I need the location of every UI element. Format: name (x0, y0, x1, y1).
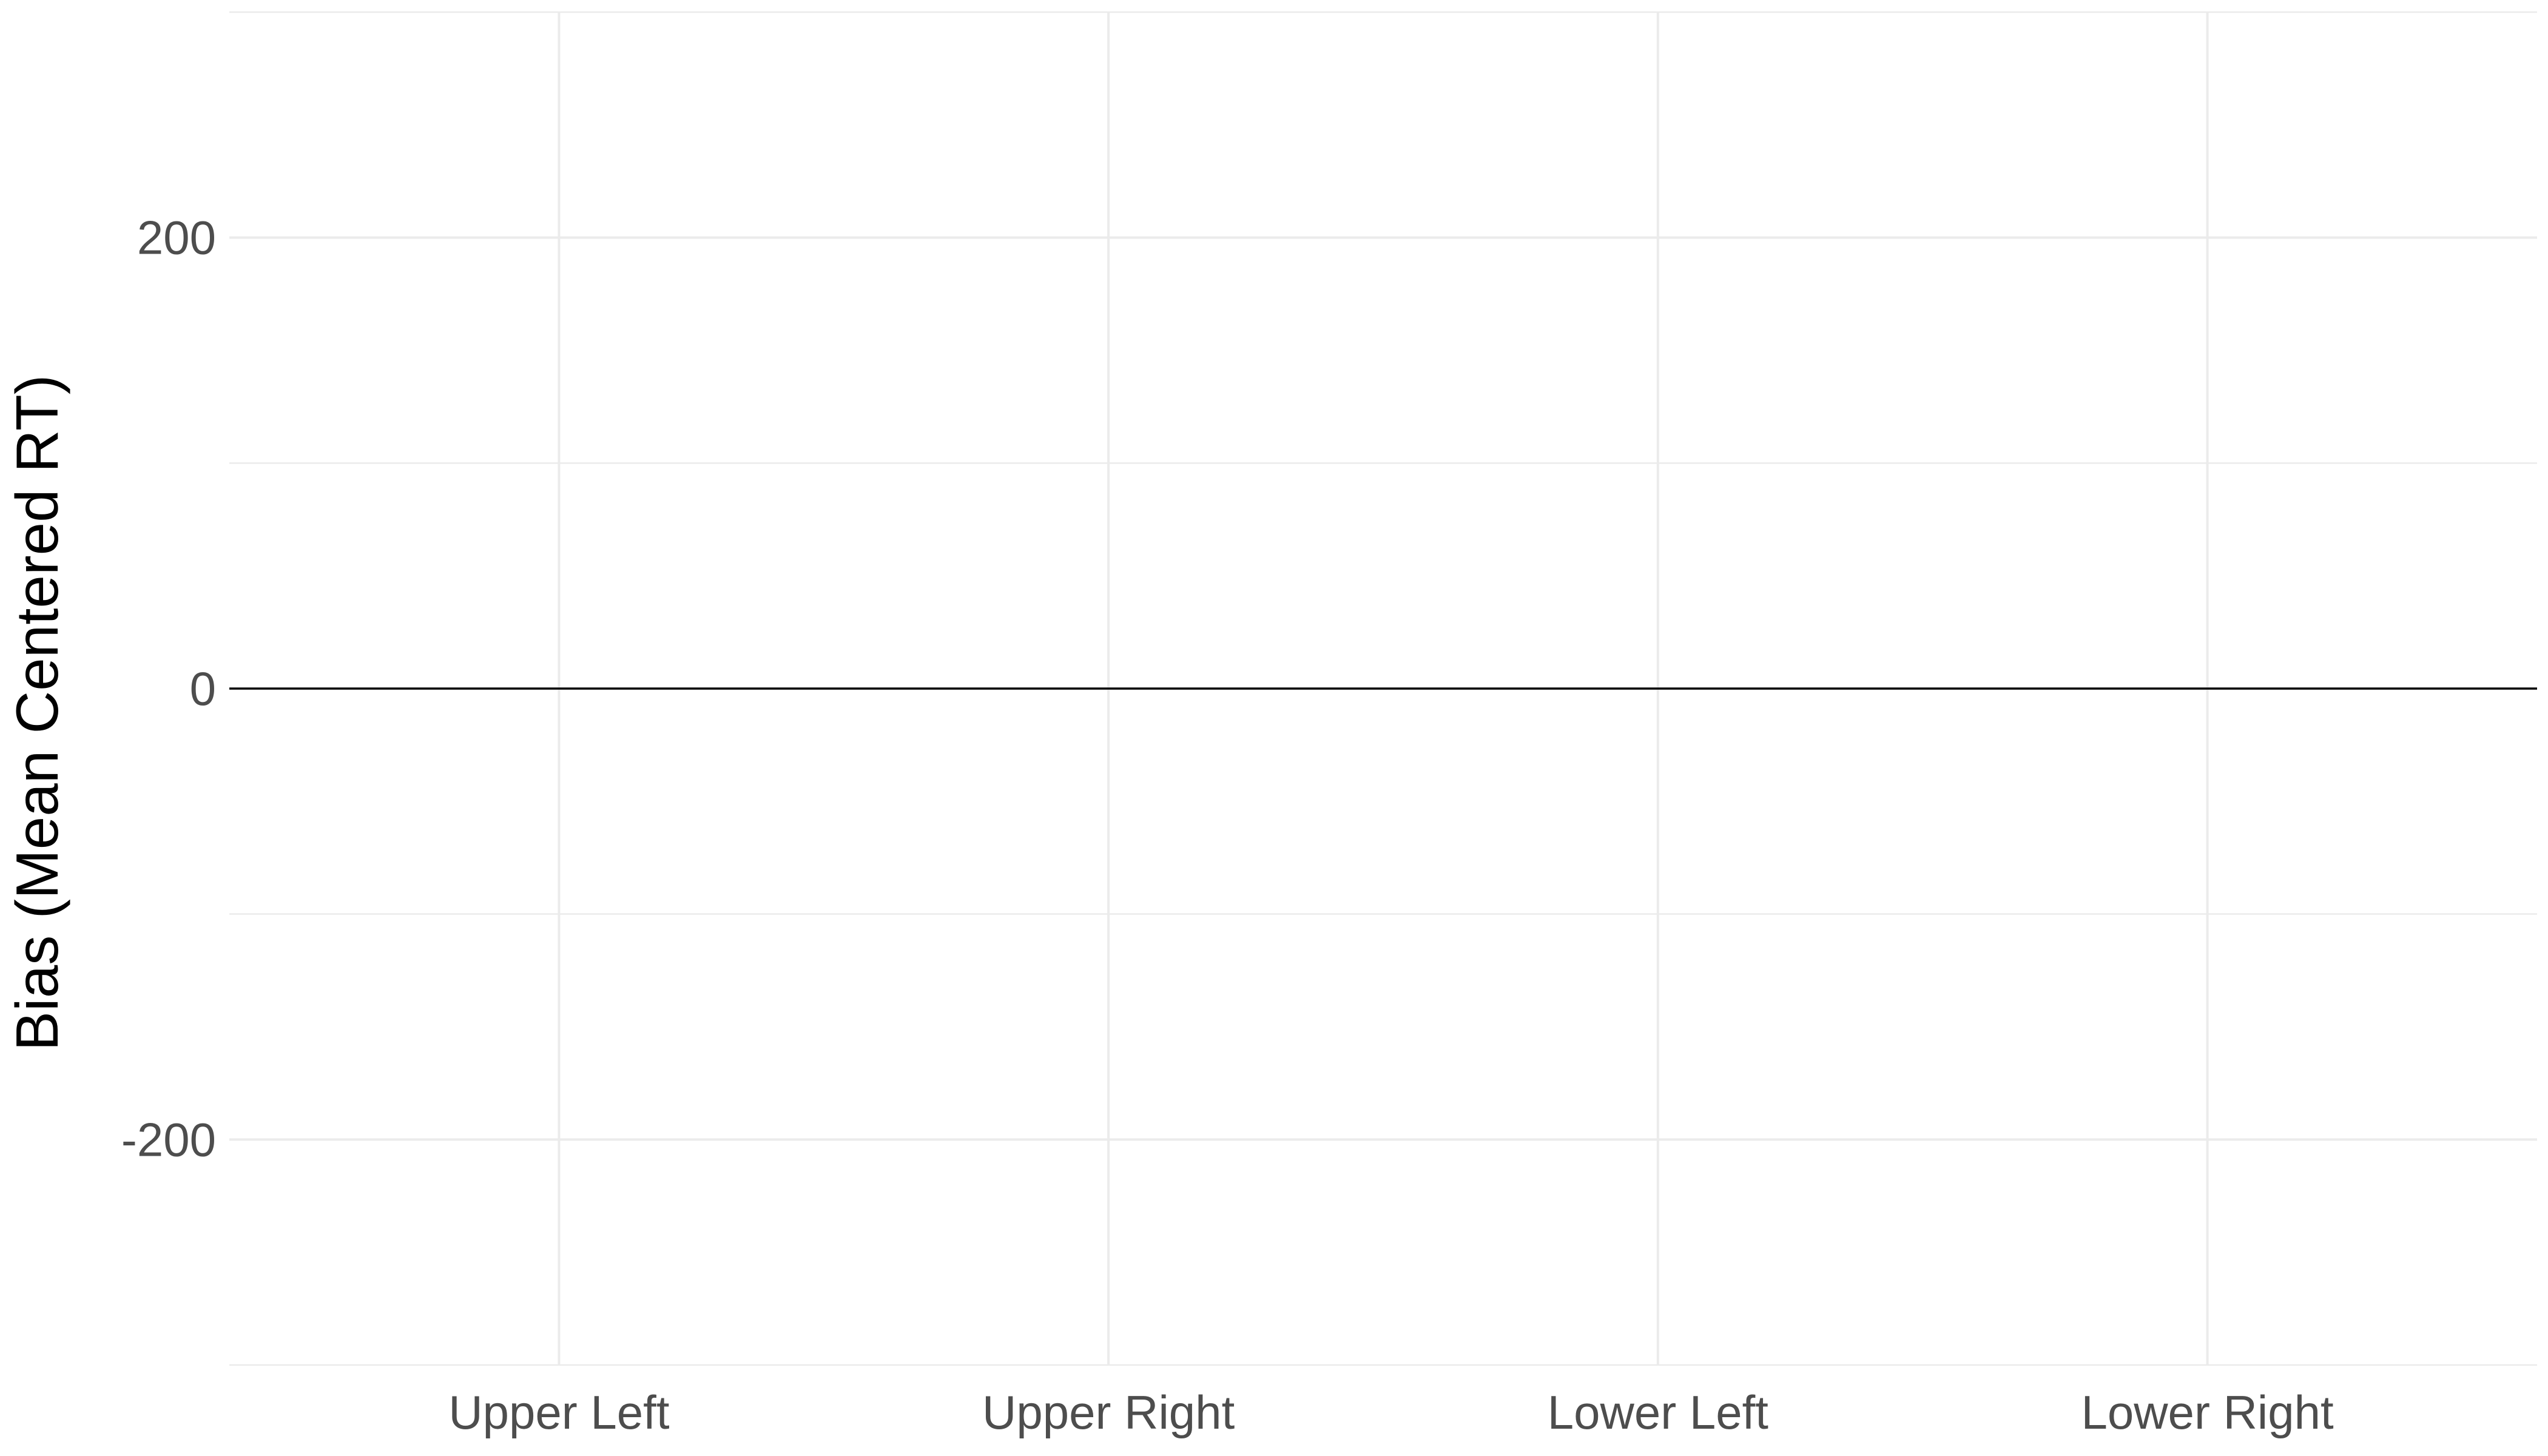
x-tick-label: Lower Left (1548, 1386, 1769, 1439)
y-tick-label: -200 (121, 1113, 216, 1166)
y-axis-ticks: -200 0 200 (121, 211, 216, 1167)
y-tick-label: 200 (137, 211, 216, 265)
x-axis-ticks: Upper Left Upper Right Lower Left Lower Rig… (448, 1386, 2334, 1439)
x-tick-label: Upper Right (982, 1386, 1235, 1439)
x-tick-label: Lower Right (2081, 1386, 2334, 1439)
y-axis-title: Bias (Mean Centered RT) (4, 375, 70, 1051)
y-tick-label: 0 (190, 662, 216, 715)
x-tick-label: Upper Left (448, 1386, 670, 1439)
